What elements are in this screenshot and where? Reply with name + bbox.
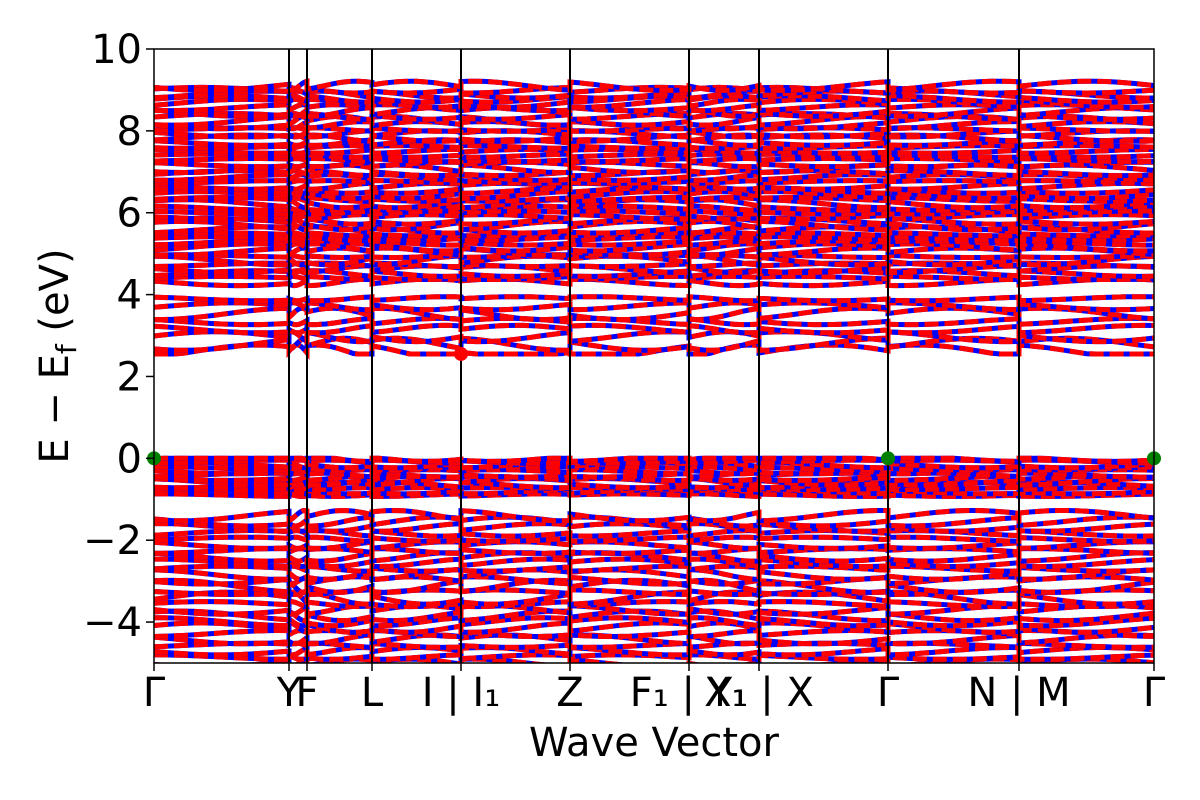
y-axis: 10 8 6 4 2 0 −2 −4 <box>83 27 154 646</box>
band-line-spin-down <box>154 189 1154 202</box>
band-line-spin-down <box>154 644 1154 658</box>
band-line-spin-down <box>154 556 1154 570</box>
y-axis-label-unit: (eV) <box>32 248 78 344</box>
y-tick-label: 10 <box>91 27 142 73</box>
x-tick-label: I | I₁ <box>422 670 501 716</box>
y-tick-label: −2 <box>83 518 142 564</box>
y-tick-label: 0 <box>117 436 142 482</box>
y-tick-label: −4 <box>83 600 142 646</box>
x-tick-label: X₁ | X <box>704 670 814 716</box>
band-line-spin-down <box>154 640 1154 650</box>
x-tick-label: Γ <box>877 670 900 716</box>
band-line-spin-down <box>154 514 1154 529</box>
x-tick-label: F₁ | Y₁ <box>630 670 748 716</box>
band-line-spin-down <box>154 300 1154 313</box>
band-line-spin-down <box>154 632 1154 647</box>
x-tick-label: Z <box>556 670 583 716</box>
band-line-spin-down <box>154 102 1154 114</box>
x-tick-label: L <box>361 670 384 716</box>
plot-frame <box>153 48 1155 664</box>
band-line-spin-down <box>154 576 1154 595</box>
y-tick-label: 2 <box>117 354 142 400</box>
y-axis-label-sub: f <box>50 343 83 354</box>
y-axis-label-main: E − E <box>32 354 78 464</box>
x-tick-label: N | M <box>967 670 1070 716</box>
band-line-spin-down <box>154 534 1154 544</box>
y-tick-label: 6 <box>117 191 142 237</box>
y-tick-label: 4 <box>117 273 142 319</box>
band-edge-markers <box>147 346 1161 466</box>
band-line-spin-down <box>154 294 1154 304</box>
x-tick-label: Γ <box>1143 670 1166 716</box>
band-line-spin-down <box>154 322 1154 336</box>
x-axis-label: Wave Vector <box>529 720 780 766</box>
band-line-spin-down <box>154 118 1154 132</box>
y-axis-label: E − Ef (eV) <box>32 248 83 463</box>
x-tick-label: Γ <box>143 670 166 716</box>
band-line-spin-down <box>154 215 1154 228</box>
x-tick-label: Y <box>276 670 302 716</box>
bands-layer <box>154 78 1154 663</box>
y-tick-label: 8 <box>117 109 142 155</box>
band-edge-marker <box>881 451 895 466</box>
band-edge-marker <box>454 346 468 361</box>
x-tick-label: F <box>295 670 318 716</box>
band-line-spin-down <box>154 105 1154 119</box>
